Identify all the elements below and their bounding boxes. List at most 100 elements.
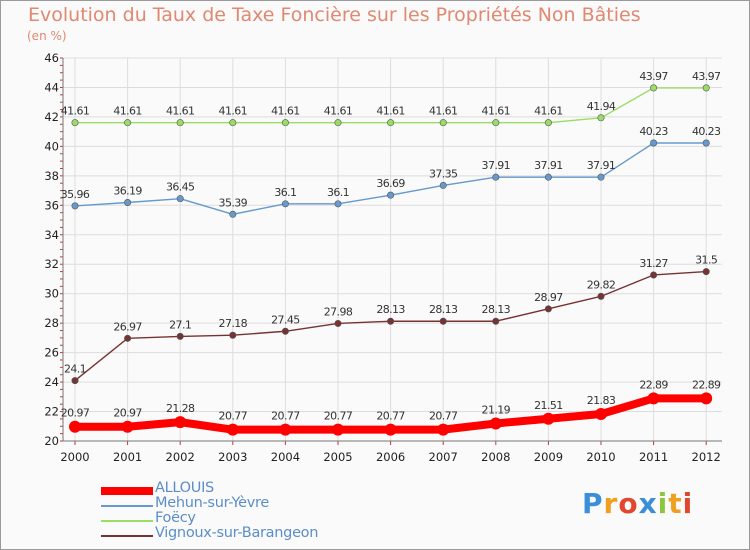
data-label: 36.69 <box>376 177 405 190</box>
y-tick-label: 46 <box>44 51 59 65</box>
x-tick-label: 2009 <box>534 450 563 464</box>
data-label: 27.1 <box>169 318 191 331</box>
y-tick-label: 22 <box>44 405 59 419</box>
data-point <box>702 268 710 276</box>
data-label: 37.91 <box>482 159 511 172</box>
data-point <box>439 119 447 127</box>
data-label: 37.91 <box>534 159 563 172</box>
data-point <box>387 317 395 325</box>
data-label: 37.91 <box>587 159 616 172</box>
data-label: 21.19 <box>482 403 511 416</box>
data-point <box>121 420 134 433</box>
data-label: 31.27 <box>639 257 668 270</box>
data-point <box>332 423 344 436</box>
data-label: 20.77 <box>324 410 353 423</box>
data-label: 35.96 <box>61 188 90 201</box>
data-point <box>542 412 555 425</box>
x-tick-label: 2004 <box>271 450 300 464</box>
data-point <box>702 139 710 147</box>
x-tick-label: 2005 <box>323 450 352 464</box>
x-tick-label: 2000 <box>60 450 89 464</box>
data-label: 41.61 <box>324 105 353 118</box>
data-point <box>702 84 710 92</box>
data-point <box>544 305 552 313</box>
data-label: 41.61 <box>429 105 458 118</box>
legend-label: Mehun-sur-Yèvre <box>155 495 270 511</box>
data-point <box>176 332 184 340</box>
x-tick-label: 2007 <box>429 450 458 464</box>
data-label: 27.45 <box>271 313 300 326</box>
data-label: 40.23 <box>692 125 721 138</box>
data-label: 27.18 <box>219 317 248 330</box>
legend-label: Vignoux-sur-Barangeon <box>155 525 319 541</box>
data-point <box>176 195 184 203</box>
data-label: 28.13 <box>376 303 405 316</box>
data-point <box>229 210 237 218</box>
data-point <box>174 416 187 429</box>
x-tick-label: 2011 <box>639 450 668 464</box>
data-point <box>492 317 500 325</box>
data-label: 41.94 <box>587 100 616 113</box>
x-tick-label: 2002 <box>166 450 195 464</box>
data-point <box>650 84 658 92</box>
y-tick-label: 42 <box>44 110 59 124</box>
y-tick-label: 26 <box>44 346 59 360</box>
data-label: 31.5 <box>695 254 718 267</box>
data-point <box>69 420 81 433</box>
data-label: 41.61 <box>376 105 405 118</box>
data-label: 36.1 <box>327 186 349 199</box>
data-point <box>71 119 79 127</box>
data-point <box>439 317 447 325</box>
data-label: 22.89 <box>639 378 668 391</box>
data-point <box>439 181 447 189</box>
data-label: 41.61 <box>219 105 248 118</box>
data-point <box>226 423 239 436</box>
data-label: 21.28 <box>166 402 195 415</box>
data-point <box>544 173 552 181</box>
data-point <box>124 119 132 127</box>
data-label: 21.51 <box>534 399 563 412</box>
series-Foëcy: 41.61 41.61 41.61 41.61 41.61 41.61 41.61 41.61… <box>61 70 722 127</box>
y-tick-label: 30 <box>44 287 59 301</box>
legend-swatch <box>101 520 153 522</box>
data-label: 37.35 <box>429 167 458 180</box>
data-label: 36.19 <box>113 185 142 198</box>
data-label: 28.13 <box>482 303 511 316</box>
x-tick-label: 2001 <box>113 450 142 464</box>
data-point <box>597 292 605 300</box>
data-label: 41.61 <box>482 105 511 118</box>
data-label: 27.98 <box>324 305 353 318</box>
data-point <box>650 271 658 279</box>
data-point <box>492 119 500 127</box>
data-point <box>437 423 450 436</box>
data-label: 29.82 <box>587 278 616 291</box>
data-label: 35.39 <box>219 196 248 209</box>
data-point <box>387 119 395 127</box>
legend-label: Foëcy <box>155 510 196 526</box>
data-point <box>71 202 79 210</box>
x-tick-label: 2012 <box>692 450 721 464</box>
data-point <box>595 408 607 421</box>
y-tick-label: 44 <box>44 80 59 94</box>
legend-swatch <box>101 487 153 495</box>
data-point <box>650 139 658 147</box>
data-point <box>492 173 500 181</box>
chart-title: Evolution du Taux de Taxe Foncière sur l… <box>28 4 641 26</box>
data-point <box>124 334 132 342</box>
data-point <box>597 173 605 181</box>
data-label: 43.97 <box>639 70 668 83</box>
data-point <box>229 119 237 127</box>
data-point <box>489 417 502 430</box>
data-label: 22.89 <box>692 378 721 391</box>
data-label: 43.97 <box>692 70 721 83</box>
data-point <box>544 119 552 127</box>
data-point <box>229 331 237 339</box>
series-Vignoux-sur-Barangeon: 24.1 26.97 27.1 27.18 27.45 27.98 28.13 28.13 28… <box>64 254 718 385</box>
x-tick-label: 2003 <box>218 450 247 464</box>
x-tick-label: 2010 <box>586 450 615 464</box>
data-label: 36.1 <box>274 186 296 199</box>
data-point <box>279 423 292 436</box>
data-label: 20.77 <box>429 410 458 423</box>
data-label: 20.97 <box>61 407 90 420</box>
